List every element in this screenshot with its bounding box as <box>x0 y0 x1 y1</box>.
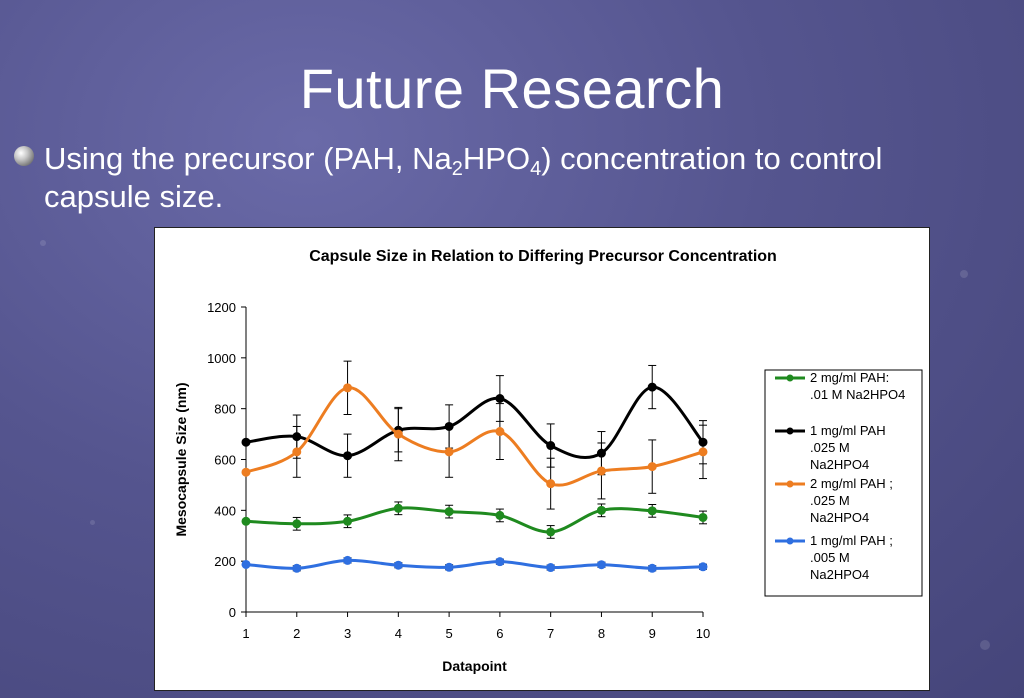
data-point <box>393 429 403 439</box>
data-point <box>596 466 606 476</box>
legend-swatch-marker <box>786 537 794 545</box>
data-point <box>647 563 657 573</box>
formula-hpo: HPO <box>462 141 531 176</box>
data-point <box>241 516 251 526</box>
data-point <box>546 479 556 489</box>
formula-subscript-4: 4 <box>530 158 542 180</box>
data-point <box>292 447 302 457</box>
series-line <box>245 385 705 459</box>
series-line <box>245 506 704 534</box>
line-chart: Capsule Size in Relation to Differing Pr… <box>173 248 923 674</box>
slide-title: Future Research <box>299 57 725 120</box>
x-tick-label: 8 <box>598 626 605 641</box>
x-tick-label: 3 <box>344 626 351 641</box>
data-point <box>444 507 454 517</box>
legend-entry-label: 2 mg/ml PAH ; <box>810 476 893 491</box>
formula-subscript-2: 2 <box>451 158 463 180</box>
data-point <box>241 559 251 569</box>
data-point <box>647 462 657 472</box>
legend-swatch-marker <box>786 374 794 382</box>
x-axis-label: Datapoint <box>442 658 507 674</box>
series-line <box>245 386 704 487</box>
legend-entry-label: .005 M <box>810 550 850 565</box>
data-point <box>596 505 606 515</box>
y-tick-label: 0 <box>229 605 236 620</box>
background-sparkle <box>90 520 95 525</box>
data-point <box>698 447 708 457</box>
data-point <box>698 512 708 522</box>
series-line <box>245 558 704 570</box>
data-point <box>495 427 505 437</box>
data-point <box>647 382 657 392</box>
y-tick-label: 200 <box>214 554 236 569</box>
legend-swatch-marker <box>786 480 794 488</box>
y-tick-label: 600 <box>214 453 236 468</box>
x-tick-label: 1 <box>242 626 249 641</box>
legend-entry-label: Na2HPO4 <box>810 510 869 525</box>
data-point <box>546 441 556 451</box>
y-axis-label: Mesocapsule Size (nm) <box>173 382 189 536</box>
legend-entry-label: Na2HPO4 <box>810 457 869 472</box>
data-point <box>495 510 505 520</box>
data-point <box>343 555 353 565</box>
data-point <box>444 562 454 572</box>
legend-entry-label: 2 mg/ml PAH: <box>810 370 889 385</box>
background-sparkle <box>960 270 968 278</box>
legend-entry-label: 1 mg/ml PAH ; <box>810 533 893 548</box>
data-point <box>343 451 353 461</box>
chart-title: Capsule Size in Relation to Differing Pr… <box>309 248 777 265</box>
data-point <box>393 560 403 570</box>
x-tick-label: 9 <box>649 626 656 641</box>
data-point <box>292 519 302 529</box>
data-point <box>698 562 708 572</box>
y-tick-label: 1200 <box>207 300 236 315</box>
y-tick-label: 800 <box>214 402 236 417</box>
legend-entry-label: .025 M <box>810 440 850 455</box>
legend-entry-label: .025 M <box>810 493 850 508</box>
data-point <box>343 516 353 526</box>
x-tick-label: 5 <box>445 626 452 641</box>
data-point <box>393 503 403 513</box>
y-tick-label: 400 <box>214 503 236 518</box>
y-tick-label: 1000 <box>207 351 236 366</box>
bullet-sphere-icon <box>14 146 34 166</box>
x-tick-label: 6 <box>496 626 503 641</box>
legend-entry-label: Na2HPO4 <box>810 567 869 582</box>
x-tick-label: 2 <box>293 626 300 641</box>
bullet-point: Using the precursor (PAH, Na2HPO4) conce… <box>14 140 994 216</box>
data-point <box>647 506 657 516</box>
x-tick-label: 7 <box>547 626 554 641</box>
data-point <box>343 383 353 393</box>
data-point <box>495 557 505 567</box>
bullet-lead: Using the precursor (PAH, <box>44 141 413 176</box>
formula-na: Na <box>412 141 452 176</box>
data-point <box>546 563 556 573</box>
data-point <box>546 527 556 537</box>
legend-entry-label: 1 mg/ml PAH <box>810 423 886 438</box>
chart-frame: Capsule Size in Relation to Differing Pr… <box>154 227 930 691</box>
data-point <box>292 563 302 573</box>
legend-entry-label: .01 M Na2HPO4 <box>810 387 905 402</box>
data-point <box>495 394 505 403</box>
legend-swatch-marker <box>786 427 794 435</box>
bullet-tail: ) concentration to control capsule size. <box>44 141 883 214</box>
background-sparkle <box>980 640 990 650</box>
data-point <box>596 560 606 570</box>
x-tick-label: 4 <box>395 626 402 641</box>
data-point <box>241 437 251 447</box>
data-point <box>444 447 454 457</box>
x-tick-label: 10 <box>696 626 710 641</box>
bullet-text: Using the precursor (PAH, Na2HPO4) conce… <box>44 140 994 216</box>
data-point <box>241 467 251 477</box>
background-sparkle <box>40 240 46 246</box>
